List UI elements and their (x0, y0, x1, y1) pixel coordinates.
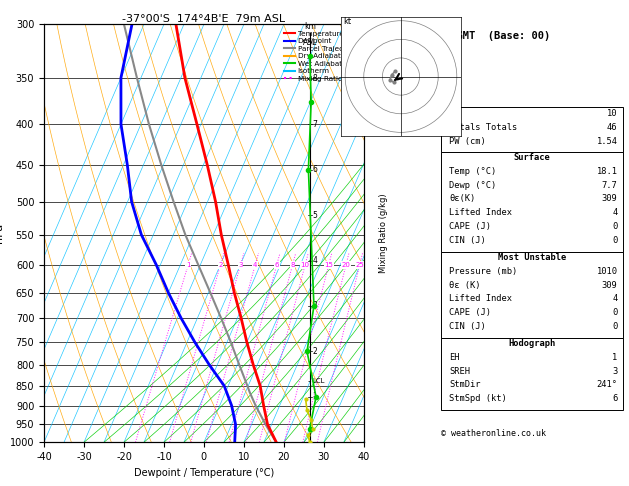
Bar (442, 107, 623, 152)
Text: 7: 7 (313, 120, 318, 129)
Text: 1: 1 (612, 353, 618, 362)
Text: K: K (449, 109, 455, 118)
Text: 10: 10 (607, 109, 618, 118)
Text: Temp (°C): Temp (°C) (449, 167, 496, 176)
Text: 4: 4 (313, 256, 318, 265)
Text: © weatheronline.co.uk: © weatheronline.co.uk (442, 429, 547, 438)
Text: Lifted Index: Lifted Index (449, 295, 512, 303)
Text: 8: 8 (313, 74, 317, 83)
Text: 3: 3 (612, 366, 618, 376)
Text: 46: 46 (607, 123, 618, 132)
Y-axis label: Mixing Ratio (g/kg): Mixing Ratio (g/kg) (379, 193, 388, 273)
Text: 0: 0 (612, 308, 618, 317)
Text: 3: 3 (238, 262, 243, 268)
X-axis label: Dewpoint / Temperature (°C): Dewpoint / Temperature (°C) (134, 468, 274, 478)
Text: 30.04.2024  03GMT  (Base: 00): 30.04.2024 03GMT (Base: 00) (369, 31, 550, 40)
Text: 0: 0 (612, 222, 618, 231)
Text: EH: EH (449, 353, 460, 362)
Text: 1: 1 (313, 392, 317, 401)
Text: 0: 0 (612, 322, 618, 331)
Text: 7.7: 7.7 (602, 181, 618, 190)
Text: CIN (J): CIN (J) (449, 322, 486, 331)
Text: 6: 6 (612, 394, 618, 403)
Text: 25: 25 (355, 262, 364, 268)
Text: PW (cm): PW (cm) (449, 137, 486, 146)
Text: Lifted Index: Lifted Index (449, 208, 512, 217)
Text: 5: 5 (313, 210, 318, 220)
Text: Dewp (°C): Dewp (°C) (449, 181, 496, 190)
Bar (442, 152, 623, 252)
Text: km: km (304, 22, 316, 31)
Bar (442, 338, 623, 410)
Text: LCL: LCL (313, 378, 325, 384)
Text: 3: 3 (313, 301, 318, 311)
Text: 1.54: 1.54 (596, 137, 618, 146)
Text: CAPE (J): CAPE (J) (449, 222, 491, 231)
Text: StmDir: StmDir (449, 381, 481, 389)
Text: Hodograph: Hodograph (508, 339, 556, 348)
Text: ASL: ASL (303, 38, 317, 47)
Text: 8: 8 (291, 262, 295, 268)
Legend: Temperature, Dewpoint, Parcel Trajectory, Dry Adiabat, Wet Adiabat, Isotherm, Mi: Temperature, Dewpoint, Parcel Trajectory… (281, 28, 360, 85)
Text: kt: kt (343, 17, 352, 26)
Text: 10: 10 (301, 262, 309, 268)
Text: 1: 1 (186, 262, 191, 268)
Text: StmSpd (kt): StmSpd (kt) (449, 394, 507, 403)
Text: 20: 20 (342, 262, 350, 268)
Text: Surface: Surface (514, 154, 550, 162)
Y-axis label: hPa: hPa (0, 223, 4, 243)
Text: CAPE (J): CAPE (J) (449, 308, 491, 317)
Text: SREH: SREH (449, 366, 470, 376)
Text: 4: 4 (612, 208, 618, 217)
Text: 241°: 241° (596, 381, 618, 389)
Text: Most Unstable: Most Unstable (498, 253, 566, 262)
Text: 309: 309 (602, 280, 618, 290)
Bar (442, 252, 623, 338)
Text: 6: 6 (274, 262, 279, 268)
Text: 6: 6 (313, 165, 318, 174)
Text: Totals Totals: Totals Totals (449, 123, 518, 132)
Text: 2: 2 (218, 262, 223, 268)
Text: Pressure (mb): Pressure (mb) (449, 267, 518, 276)
Text: 1010: 1010 (596, 267, 618, 276)
Text: 15: 15 (325, 262, 333, 268)
Text: 4: 4 (253, 262, 257, 268)
Text: 0: 0 (612, 236, 618, 245)
Title: -37°00'S  174°4B'E  79m ASL: -37°00'S 174°4B'E 79m ASL (123, 14, 286, 23)
Text: CIN (J): CIN (J) (449, 236, 486, 245)
Text: 309: 309 (602, 194, 618, 204)
Text: 4: 4 (612, 295, 618, 303)
Text: θε (K): θε (K) (449, 280, 481, 290)
Text: 18.1: 18.1 (596, 167, 618, 176)
Text: θε(K): θε(K) (449, 194, 476, 204)
Text: 2: 2 (313, 347, 317, 356)
